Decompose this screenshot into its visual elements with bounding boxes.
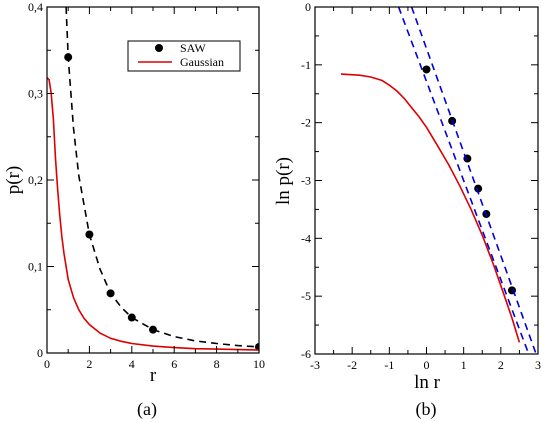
panel-b-xtick-label: 2 (498, 358, 504, 372)
panel-b-xtick-label: -3 (310, 358, 320, 372)
panel-b-series-layer (340, 7, 537, 354)
panel-a-series-layer (47, 7, 259, 351)
panel-b-curve-1 (340, 73, 521, 343)
panel-b-label: (b) (416, 399, 437, 420)
legend-saw-label: SAW (180, 41, 206, 55)
panel-b-ylabel: ln p(r) (273, 157, 294, 205)
panel-b-xtick-label: 0 (424, 358, 430, 372)
panel-a-label: (a) (137, 399, 157, 420)
panel-a-ytick-label: 0,2 (28, 173, 43, 187)
panel-b-xlabel: ln r (414, 372, 441, 393)
panel-b-xtick-label: -2 (347, 358, 357, 372)
panel-a-ticks: 0 2 4 6 8 10 0 0,1 0,2 0,3 0,4 (28, 0, 265, 371)
panel-a-dashed-curve-1 (65, 7, 259, 348)
panel-a-xtick-label: 4 (129, 357, 135, 371)
panel-a-ytick-label: 0,3 (28, 87, 43, 101)
legend: SAW Gaussian (127, 40, 241, 72)
panel-a-xtick-label: 8 (214, 357, 220, 371)
panel-a-ytick-label: 0 (37, 346, 43, 360)
panel-b-ytick-label: -3 (301, 174, 311, 188)
panel-b-ticks: -3 -2 -1 0 1 2 3 -6 -5 -4 -3 -2 -1 0 (301, 0, 541, 372)
panel-a-ytick-label: 0,1 (28, 260, 43, 274)
panel-b-dashed-curve-3 (410, 7, 537, 354)
panel-b-data-point (474, 184, 483, 193)
panel-a-ytick-label: 0,4 (28, 0, 43, 14)
panel-b: -3 -2 -1 0 1 2 3 -6 -5 -4 -3 -2 -1 0 ln r ln p(r) (b) (273, 0, 541, 420)
panel-b-xtick-label: -1 (384, 358, 394, 372)
panel-a-xlabel: r (150, 365, 157, 386)
panel-a: 0 2 4 6 8 10 0 0,1 0,2 0,3 0,4 r p(r) (a) SAW Gaus… (3, 0, 265, 420)
panel-b-plot-area (340, 7, 537, 354)
legend-gaussian-label: Gaussian (180, 55, 224, 69)
panel-b-xtick-label: 3 (535, 358, 541, 372)
panel-a-xtick-label: 0 (44, 357, 50, 371)
panel-a-xtick-label: 10 (253, 357, 265, 371)
panel-a-plot-area (47, 7, 259, 351)
panel-a-xtick-label: 2 (86, 357, 92, 371)
panel-b-ytick-label: -2 (301, 116, 311, 130)
panel-b-xtick-label: 1 (461, 358, 467, 372)
panel-b-dashed-curve-2 (397, 7, 530, 354)
panel-a-xtick-label: 6 (171, 357, 177, 371)
legend-box (127, 40, 241, 72)
panel-a-ylabel: p(r) (3, 166, 24, 194)
panel-b-ytick-label: -6 (301, 347, 311, 361)
panel-a-data-point (127, 313, 136, 322)
panel-a-data-point (255, 342, 259, 351)
panel-b-data-point (422, 65, 431, 74)
panel-b-ytick-label: -5 (301, 289, 311, 303)
panel-b-frame (314, 6, 539, 355)
panel-b-ytick-label: 0 (305, 0, 311, 14)
panel-a-curve-2 (47, 77, 259, 351)
panel-b-ytick-label: -4 (301, 231, 311, 245)
legend-saw-marker (155, 44, 163, 52)
panel-b-ytick-label: -1 (301, 58, 311, 72)
